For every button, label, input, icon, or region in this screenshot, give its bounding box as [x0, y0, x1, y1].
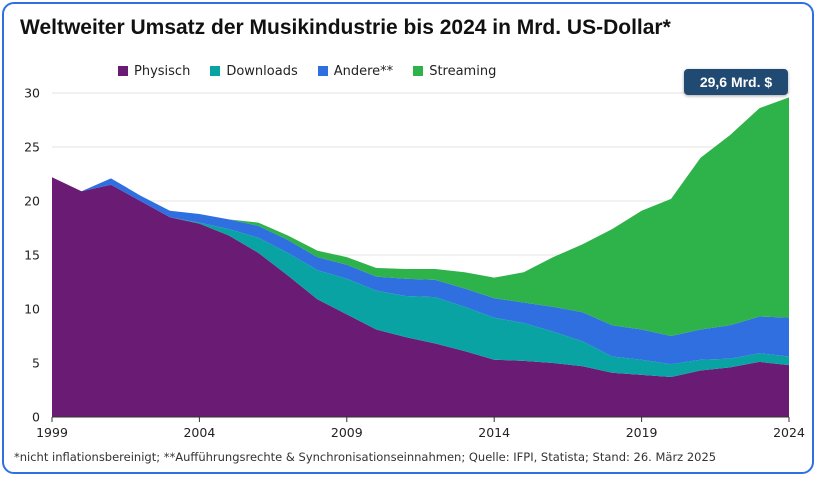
- y-tick-label-25: 25: [24, 140, 40, 155]
- legend-label-streaming: Streaming: [429, 63, 497, 79]
- area-andere: [52, 177, 789, 365]
- legend-swatch-downloads: [210, 66, 221, 76]
- legend-item-downloads: Downloads: [210, 63, 298, 79]
- legend-item-streaming: Streaming: [413, 64, 496, 79]
- legend-label-downloads: Downloads: [226, 63, 298, 79]
- x-tick-label-2014: 2014: [478, 425, 510, 440]
- y-tick-label-5: 5: [32, 356, 40, 371]
- legend-item-physisch: Physisch: [118, 64, 190, 79]
- legend-item-andere: Andere**: [317, 63, 394, 79]
- area-physisch: [52, 177, 789, 417]
- x-tick-label-2024: 2024: [773, 425, 805, 440]
- legend-label-andere: Andere**: [333, 63, 394, 79]
- y-tick-label-10: 10: [24, 302, 40, 317]
- chart-title: Weltweiter Umsatz der Musikindustrie bis…: [20, 16, 671, 39]
- area-streaming: [52, 97, 789, 336]
- x-tick-label-2009: 2009: [331, 425, 363, 440]
- legend-swatch-physisch: [118, 66, 128, 76]
- legend: Physisch Downloads Andere** Streaming: [118, 62, 496, 80]
- footnote: *nicht inflationsbereinigt; **Aufführung…: [14, 450, 717, 464]
- x-tick-label-2004: 2004: [183, 425, 215, 440]
- total-callout: 29,6 Mrd. $: [684, 69, 788, 95]
- y-tick-label-0: 0: [32, 410, 40, 425]
- area-downloads: [52, 177, 789, 378]
- legend-swatch-andere: [317, 66, 328, 76]
- legend-label-physisch: Physisch: [134, 63, 191, 79]
- x-tick-label-1999: 1999: [36, 425, 68, 440]
- legend-swatch-streaming: [413, 66, 424, 76]
- y-tick-label-15: 15: [24, 248, 40, 263]
- y-tick-label-30: 30: [24, 86, 40, 101]
- y-tick-label-20: 20: [24, 194, 40, 209]
- x-tick-label-2019: 2019: [626, 425, 658, 440]
